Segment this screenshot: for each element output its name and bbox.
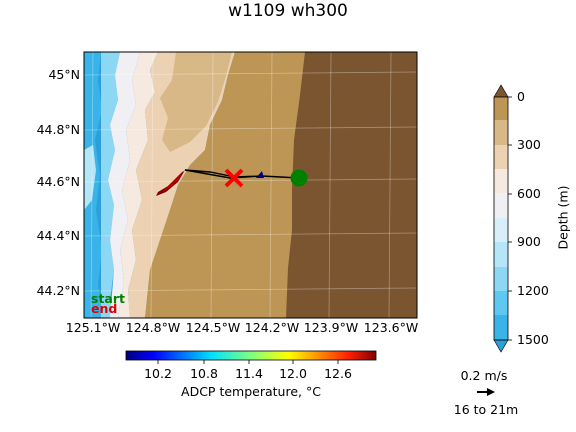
ship-track — [156, 168, 308, 196]
temp-tick: 12.0 — [279, 366, 307, 381]
temp-axis-label: ADCP temperature, °C — [181, 384, 321, 399]
depth-tick: 1200 — [517, 283, 549, 298]
legend-start: start — [91, 291, 125, 306]
temp-tick: 12.6 — [324, 366, 352, 381]
start-marker — [290, 169, 308, 187]
depth-tick: 300 — [517, 137, 541, 152]
temperature-colorbar — [125, 350, 377, 364]
velocity-arrow — [162, 171, 183, 192]
lon-tick: 123.6°W — [363, 320, 419, 335]
lon-tick: 124.5°W — [185, 320, 241, 335]
depth-axis-label: Depth (m) — [555, 185, 571, 250]
legend-end: end — [91, 301, 118, 316]
lon-tick: 124.8°W — [125, 320, 181, 335]
lat-tick: 44.6°N — [36, 174, 80, 189]
bathymetry-map — [84, 52, 417, 318]
lon-tick: 123.9°W — [303, 320, 359, 335]
end-marker — [224, 168, 244, 188]
lon-tick: 125.1°W — [65, 320, 121, 335]
depth-colorbar — [493, 84, 512, 353]
temp-tick: 11.4 — [235, 366, 263, 381]
temp-tick: 10.8 — [190, 366, 218, 381]
depth-tick: 1500 — [517, 332, 549, 347]
map-frame — [83, 51, 418, 319]
quiver-key-speed: 0.2 m/s — [460, 368, 508, 383]
lat-tick: 45°N — [48, 67, 80, 82]
lat-tick: 44.4°N — [36, 228, 80, 243]
depth-tick: 900 — [517, 234, 541, 249]
quiver-key-depth-range: 16 to 21m — [453, 402, 519, 417]
lat-tick: 44.2°N — [36, 283, 80, 298]
depth-tick: 0 — [517, 89, 525, 104]
lat-tick: 44.8°N — [36, 122, 80, 137]
plot-title: w1109 wh300 — [228, 1, 348, 21]
velocity-arrow — [256, 171, 264, 178]
temp-tick: 10.2 — [144, 366, 172, 381]
velocity-arrow — [156, 170, 185, 196]
quiver-key-arrow — [477, 388, 495, 396]
depth-tick: 600 — [517, 186, 541, 201]
lon-tick: 124.2°W — [244, 320, 300, 335]
